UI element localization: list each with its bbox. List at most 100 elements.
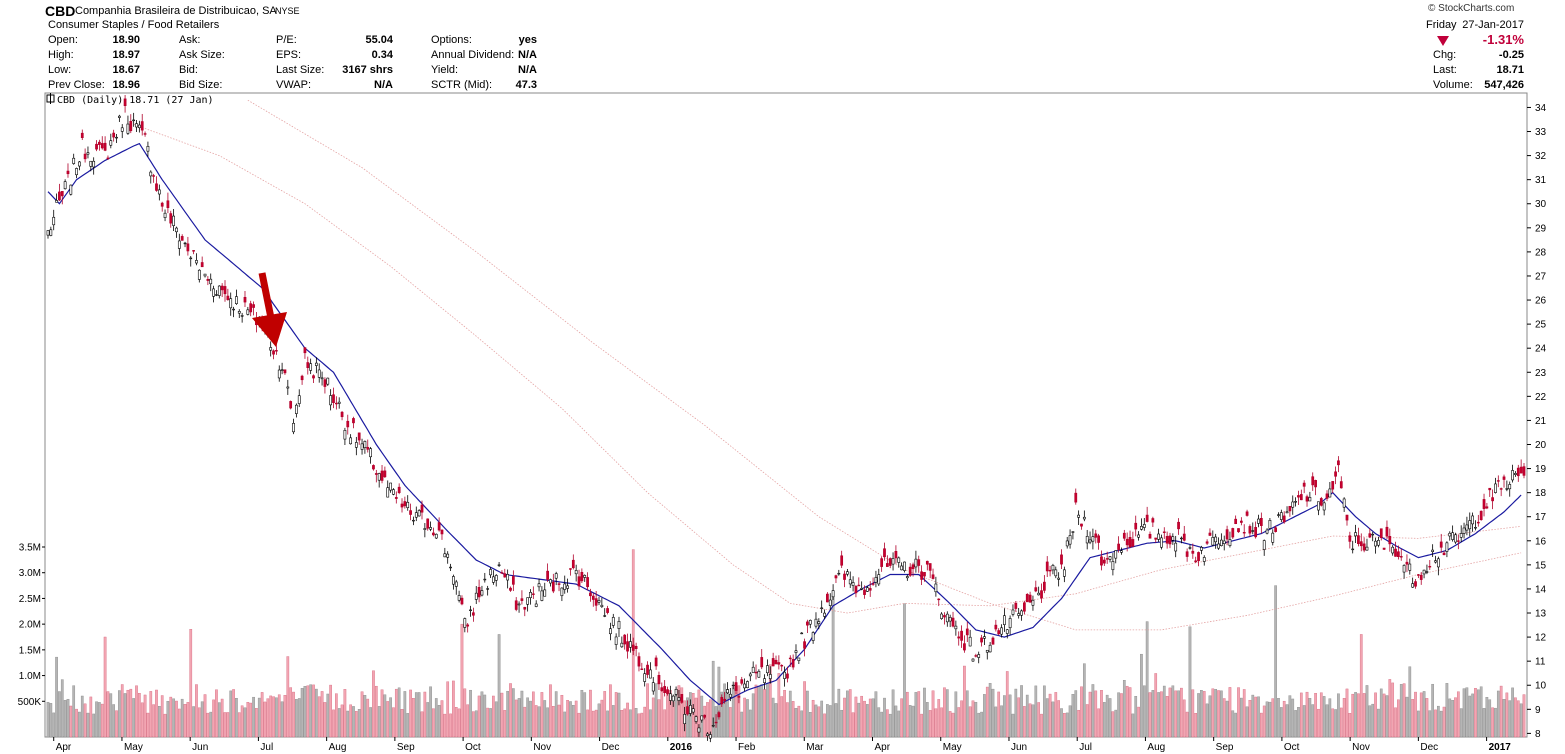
candle bbox=[817, 618, 821, 630]
yield-value: N/A bbox=[518, 64, 537, 76]
candle bbox=[46, 230, 50, 239]
candle bbox=[1431, 544, 1435, 557]
volume-bar bbox=[968, 706, 972, 738]
volume-value: 547,426 bbox=[1484, 79, 1524, 91]
candle bbox=[757, 669, 761, 678]
candle bbox=[917, 555, 921, 573]
volume-bar bbox=[780, 696, 784, 738]
volume-bar bbox=[1422, 691, 1426, 738]
candle bbox=[1454, 532, 1457, 544]
volume-bar bbox=[594, 709, 598, 738]
day-label: Friday bbox=[1426, 19, 1457, 31]
price-tick-label: 11 bbox=[1535, 657, 1546, 668]
volume-bar bbox=[1145, 621, 1149, 738]
yield-label: Yield: bbox=[431, 64, 459, 76]
candle bbox=[1023, 600, 1026, 615]
exchange-name: NYSE bbox=[275, 6, 300, 16]
volume-bar bbox=[155, 689, 158, 738]
candle bbox=[1339, 476, 1343, 489]
open-label: Open: bbox=[48, 34, 78, 46]
volume-bar bbox=[517, 698, 521, 738]
volume-bar bbox=[994, 706, 998, 738]
candle bbox=[1025, 593, 1029, 603]
candle bbox=[660, 682, 664, 692]
month-tick-label: Dec bbox=[602, 742, 620, 753]
candle bbox=[560, 587, 564, 602]
price-tick-label: 32 bbox=[1535, 151, 1547, 162]
candle bbox=[888, 557, 892, 569]
pct-change: -1.31% bbox=[1482, 32, 1524, 47]
volume-bar bbox=[1240, 697, 1243, 738]
volume-bar bbox=[295, 699, 298, 738]
candle bbox=[189, 256, 193, 267]
volume-bar bbox=[183, 704, 187, 738]
volume-bar bbox=[337, 708, 341, 738]
volume-bar bbox=[1188, 626, 1192, 738]
bid-label: Bid: bbox=[179, 64, 198, 76]
volume-bar bbox=[409, 689, 412, 738]
volume-bar bbox=[1351, 693, 1355, 738]
candle bbox=[1051, 563, 1055, 575]
month-tick-label: Apr bbox=[56, 742, 72, 753]
candle bbox=[1456, 534, 1460, 550]
volume-bar bbox=[140, 702, 144, 738]
candle bbox=[494, 574, 498, 587]
volume-bar bbox=[412, 698, 415, 738]
volume-bar bbox=[477, 695, 481, 738]
volume-bar bbox=[1445, 683, 1449, 738]
candle bbox=[403, 496, 407, 509]
last-size-value: 3167 shrs bbox=[342, 64, 393, 76]
volume-bar bbox=[272, 696, 275, 738]
candle bbox=[426, 518, 430, 531]
candle bbox=[569, 568, 572, 576]
candle bbox=[1034, 580, 1038, 593]
annual-dividend-label: Annual Dividend: bbox=[431, 49, 515, 61]
candle bbox=[806, 619, 809, 634]
volume-bar bbox=[60, 679, 64, 738]
volume-bar bbox=[1368, 705, 1372, 738]
candle bbox=[1442, 551, 1446, 556]
price-tick-label: 26 bbox=[1535, 296, 1547, 307]
candle bbox=[317, 363, 321, 383]
candle bbox=[209, 273, 213, 292]
price-tick-label: 16 bbox=[1535, 536, 1547, 547]
candle bbox=[1005, 629, 1009, 639]
volume-tick-label: 3.5M bbox=[19, 543, 41, 554]
candle bbox=[1220, 533, 1223, 547]
volume-bar bbox=[1260, 712, 1263, 738]
volume-bar bbox=[166, 701, 170, 738]
candle bbox=[1043, 575, 1046, 594]
candle bbox=[163, 209, 167, 222]
volume-bar bbox=[1362, 693, 1366, 738]
candle bbox=[454, 579, 458, 595]
volume-bar bbox=[315, 688, 318, 738]
volume-bar bbox=[397, 687, 401, 738]
volume-bar bbox=[1134, 696, 1138, 738]
volume-bar bbox=[1114, 709, 1118, 738]
candle bbox=[754, 664, 758, 680]
candle bbox=[557, 582, 561, 592]
candle bbox=[89, 160, 93, 172]
candle bbox=[437, 517, 441, 532]
volume-bar bbox=[871, 698, 875, 738]
volume-bar bbox=[828, 705, 832, 738]
candle bbox=[777, 655, 781, 670]
candle bbox=[314, 357, 318, 374]
volume-bar bbox=[626, 702, 629, 738]
volume-bar bbox=[89, 696, 93, 738]
candle bbox=[397, 483, 401, 495]
candle bbox=[492, 570, 495, 585]
candle bbox=[731, 681, 735, 690]
candle bbox=[914, 550, 918, 573]
volume-bar bbox=[143, 694, 147, 738]
candle bbox=[180, 234, 184, 241]
candle bbox=[654, 655, 658, 670]
volume-bar bbox=[823, 713, 826, 738]
candle bbox=[1291, 495, 1295, 515]
candle bbox=[609, 622, 612, 641]
volume-bar bbox=[797, 705, 801, 738]
candle bbox=[1237, 528, 1240, 533]
candle bbox=[720, 694, 724, 707]
month-tick-label: 2017 bbox=[1489, 742, 1512, 753]
